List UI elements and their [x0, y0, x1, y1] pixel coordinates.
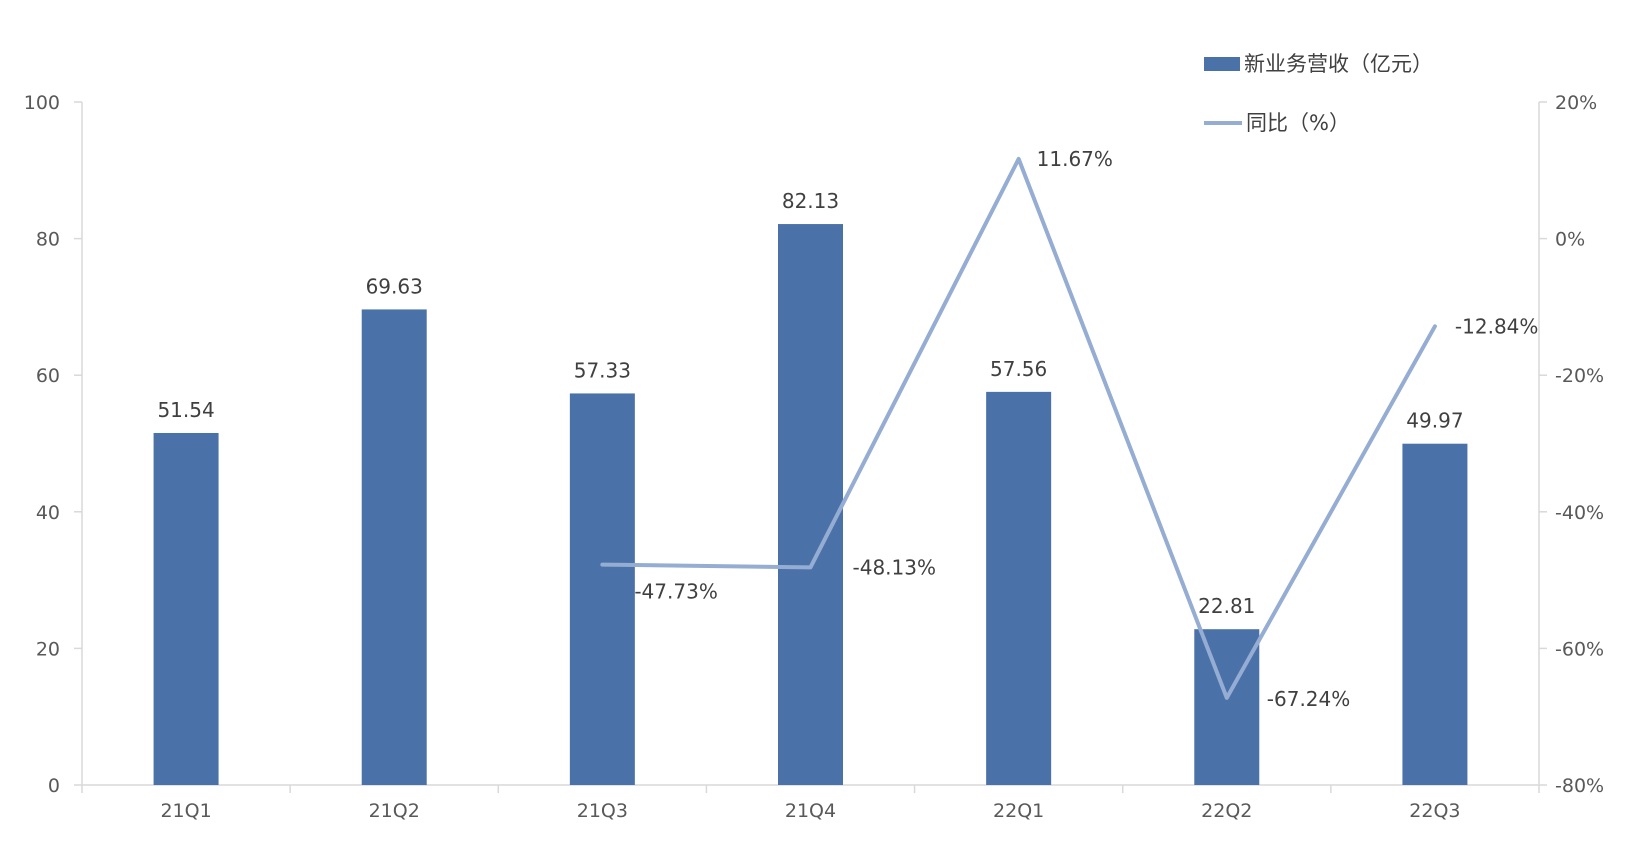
legend-line-label: 同比（%） [1246, 111, 1350, 135]
left-y-tick-label: 20 [36, 638, 60, 660]
x-tick-label: 21Q1 [160, 800, 211, 822]
left-y-tick-label: 100 [24, 92, 60, 114]
legend-bar-label: 新业务营收（亿元） [1244, 52, 1433, 76]
bar [153, 432, 219, 785]
bar [361, 309, 427, 785]
left-y-tick-label: 80 [36, 229, 60, 251]
legend-bar-swatch [1204, 57, 1240, 71]
bar-value-label: 51.54 [157, 398, 214, 422]
bar-value-label: 57.33 [574, 358, 631, 382]
bar [778, 224, 843, 785]
right-y-tick-label: 0% [1555, 229, 1585, 251]
legend: 新业务营收（亿元） 同比（%） [1204, 52, 1433, 135]
yoy-line [600, 156, 1437, 700]
x-tick-label: 21Q4 [785, 800, 836, 822]
line-value-label: -47.73% [634, 580, 717, 604]
yoy-line-labels: -47.73% -48.13% 11.67% -67.24% -12.84% [634, 147, 1538, 711]
bar-value-label: 82.13 [782, 189, 839, 213]
bar [1194, 629, 1260, 785]
left-y-tick-label: 40 [36, 502, 60, 524]
bar-value-label: 22.81 [1198, 594, 1255, 618]
x-tick-label: 22Q3 [1409, 800, 1460, 822]
x-tick-label: 22Q2 [1201, 800, 1252, 822]
bar-value-label: 69.63 [366, 274, 423, 298]
right-y-tick-label: -80% [1555, 775, 1604, 797]
right-y-tick-label: 20% [1555, 92, 1597, 114]
bar [569, 393, 635, 785]
line-value-label: 11.67% [1037, 147, 1113, 171]
left-y-tick-label: 60 [36, 365, 60, 387]
bar [1402, 443, 1468, 785]
x-tick-labels: 21Q1 21Q2 21Q3 21Q4 22Q1 22Q2 22Q3 [81, 785, 1540, 822]
x-tick-label: 21Q2 [369, 800, 420, 822]
left-y-tick-label: 0 [48, 775, 60, 797]
right-y-tick-label: -60% [1555, 638, 1604, 660]
revenue-bars [153, 224, 1468, 785]
revenue-bar-labels: 51.54 69.63 57.33 82.13 57.56 22.81 49.97 [157, 189, 1463, 618]
left-y-tick-labels: 0 20 40 60 80 100 [24, 92, 82, 797]
right-y-tick-labels: -80% -60% -40% -20% 0% 20% [1539, 92, 1604, 797]
line-value-label: -12.84% [1455, 314, 1538, 338]
bar-value-label: 49.97 [1406, 409, 1463, 433]
bar-value-label: 57.56 [990, 357, 1047, 381]
x-tick-label: 21Q3 [577, 800, 628, 822]
x-tick-label: 22Q1 [993, 800, 1044, 822]
right-y-tick-label: -20% [1555, 365, 1604, 387]
line-value-label: -48.13% [853, 555, 936, 579]
bar [986, 391, 1052, 785]
right-y-tick-label: -40% [1555, 502, 1604, 524]
line-value-label: -67.24% [1267, 687, 1350, 711]
